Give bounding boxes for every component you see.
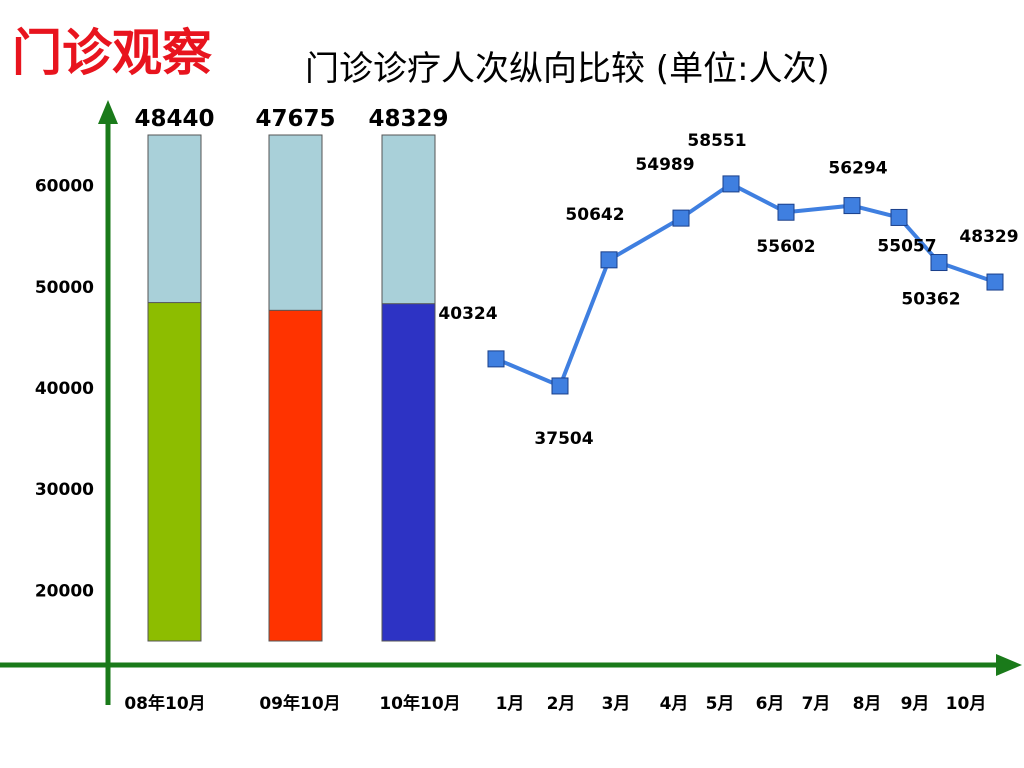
bar-series: 48440 47675 48329 [134,106,449,642]
y-axis-ticks: 20000 30000 40000 50000 60000 [35,177,94,602]
line-point [777,203,795,221]
y-tick-label: 30000 [35,480,94,500]
x-axis-arrow-icon [996,654,1022,676]
bar [268,309,323,642]
point-value-label: 37504 [534,429,593,449]
line-path [495,181,996,389]
x-tick-label: 8月 [853,694,882,714]
x-tick-label: 10月 [946,694,987,714]
line-point [600,251,618,269]
point-value-label: 40324 [438,304,497,324]
bar-value-label: 48440 [134,106,214,132]
line-point [722,175,740,193]
x-tick-label: 4月 [660,694,689,714]
bar [147,302,202,642]
bar-value-label: 47675 [255,106,335,132]
x-tick-label: 10年10月 [379,693,460,714]
point-value-label: 48329 [959,227,1018,247]
point-value-label: 50642 [565,205,624,225]
line-point [487,350,505,368]
x-tick-label: 2月 [547,694,576,714]
bar [381,303,436,642]
line-series: 40324 37504 50642 54989 58551 55602 56294 55057… [438,131,1018,449]
x-tick-label: 9月 [901,694,930,714]
line-point [551,377,569,395]
point-value-label: 55057 [877,236,936,256]
x-tick-label: 7月 [802,694,831,714]
y-tick-label: 40000 [35,379,94,399]
point-value-label: 55602 [756,237,815,257]
line-point [672,209,690,227]
x-tick-label: 08年10月 [124,693,205,714]
page-title: 门诊观察 [12,24,212,82]
point-value-label: 58551 [687,131,746,151]
x-tick-label: 5月 [706,694,735,714]
line-point [890,208,908,226]
line-point [986,273,1004,291]
y-axis-arrow-icon [98,100,118,124]
x-tick-label: 6月 [756,694,785,714]
point-value-label: 50362 [901,290,960,310]
chart-title: 门诊诊疗人次纵向比较 (单位:人次) [305,49,830,89]
x-axis-labels: 08年10月 09年10月 10年10月 1月 2月 3月 4月 5月 6月 7月 8月 9月 10月 [124,693,986,714]
point-value-label: 56294 [828,159,887,179]
line-point [930,254,948,272]
y-tick-label: 50000 [35,278,94,298]
point-value-label: 54989 [635,155,694,175]
x-tick-label: 09年10月 [259,693,340,714]
x-tick-label: 3月 [602,694,631,714]
line-point [843,197,861,215]
x-tick-label: 1月 [496,694,525,714]
y-tick-label: 60000 [35,177,94,197]
y-tick-label: 20000 [35,581,94,601]
bar-value-label: 48329 [368,106,448,132]
